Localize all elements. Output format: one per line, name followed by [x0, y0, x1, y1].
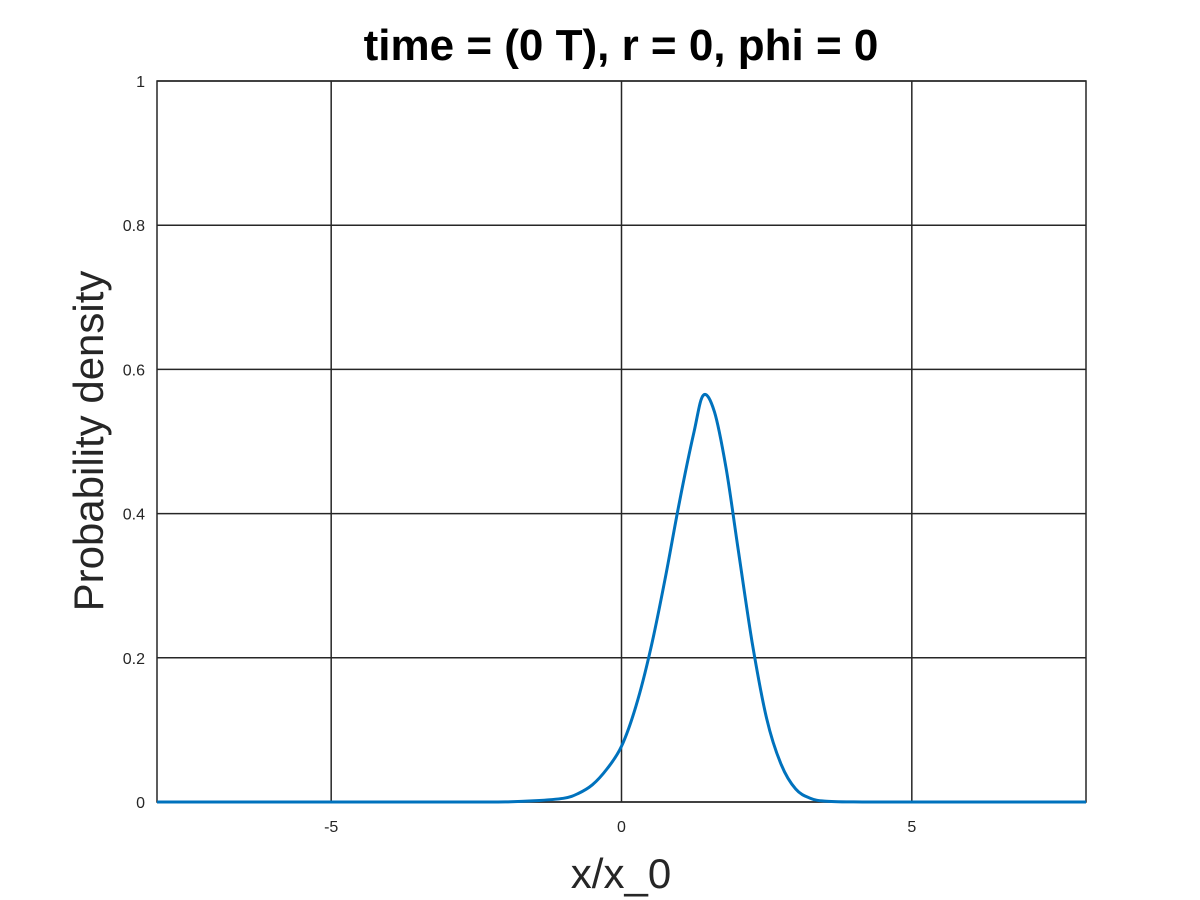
x-axis-label: x/x_0: [571, 850, 671, 897]
x-tick-label: 0: [617, 819, 626, 836]
y-tick-label: 0.2: [123, 651, 145, 668]
y-tick-label: 0.4: [123, 507, 145, 524]
y-axis-label: Probability density: [65, 271, 112, 612]
x-axis-ticks: -5 0 5: [324, 819, 916, 836]
series-line: [157, 392, 1086, 804]
y-tick-label: 0.6: [123, 362, 145, 379]
axes-box: [156, 80, 1087, 803]
y-tick-label: 0: [136, 795, 145, 812]
y-axis-ticks: 0 0.2 0.4 0.6 0.8 1: [123, 74, 145, 812]
grid: [157, 80, 1086, 803]
series-group: [157, 392, 1086, 804]
x-tick-label: 5: [907, 819, 916, 836]
y-tick-label: 0.8: [123, 218, 145, 235]
chart-title: time = (0 T), r = 0, phi = 0: [364, 21, 879, 70]
y-tick-label: 1: [136, 74, 145, 91]
x-tick-label: -5: [324, 819, 338, 836]
